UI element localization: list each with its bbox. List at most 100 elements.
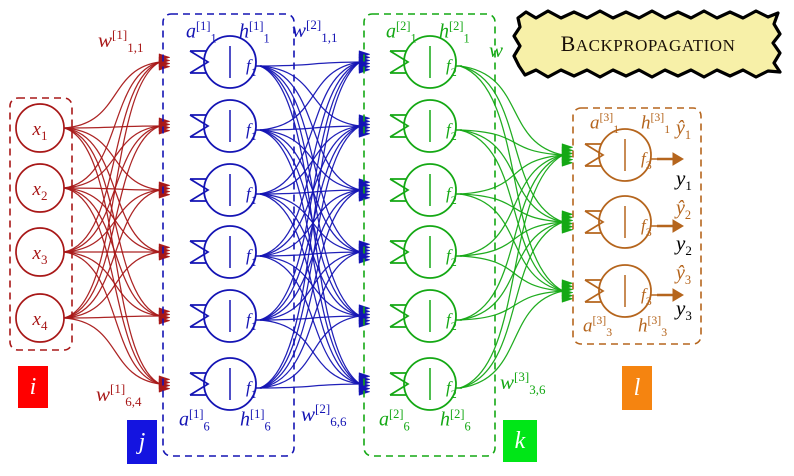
edge-hidden1-hidden2 xyxy=(259,189,361,389)
edge-input-hidden1 xyxy=(63,125,161,319)
output-arrowhead-3 xyxy=(672,288,684,302)
edge-hidden1-hidden2 xyxy=(259,251,361,257)
edge-hidden2-output xyxy=(459,154,564,195)
output-activation-label-2: f3 xyxy=(641,216,652,239)
edge-hidden2-output xyxy=(459,154,564,321)
edge-hidden1-hidden2 xyxy=(259,315,361,321)
post-activation-label-h1-6: h[1]6 xyxy=(240,407,271,434)
input-layer-box xyxy=(9,97,73,351)
arrowhead-cluster-hidden1 xyxy=(158,190,171,199)
prediction-label-yhat3: ŷ3 xyxy=(676,262,692,287)
arrowhead-cluster-output xyxy=(561,158,574,167)
prediction-label-yhat1: ŷ1 xyxy=(676,117,692,142)
post-activation-label-h2-6: h[2]6 xyxy=(440,407,471,434)
edge-input-hidden1 xyxy=(63,189,161,319)
edge-hidden1-hidden2 xyxy=(259,315,361,389)
hidden1-activation-label-4: f1 xyxy=(246,246,257,269)
edge-hidden1-hidden2 xyxy=(259,129,361,385)
output-arrowhead-1 xyxy=(672,152,684,166)
edge-hidden1-hidden2 xyxy=(259,61,361,257)
edge-hidden1-hidden2 xyxy=(259,251,361,321)
edge-hidden1-hidden2 xyxy=(259,383,361,389)
edge-hidden1-hidden2 xyxy=(259,65,361,191)
edge-input-hidden1 xyxy=(63,125,161,129)
input-node-4[interactable] xyxy=(15,293,65,343)
edge-hidden1-hidden2 xyxy=(259,65,361,127)
edge-hidden2-output xyxy=(459,221,564,389)
pre-activation-label-a1-1: a[1]1 xyxy=(186,19,217,46)
hidden2-sum-symbol-2 xyxy=(389,114,410,138)
edge-input-hidden1 xyxy=(63,189,161,253)
edge-hidden2-output xyxy=(459,154,564,389)
output-activation-label-3: f3 xyxy=(641,285,652,308)
input-node-1[interactable] xyxy=(15,103,65,153)
edge-hidden2-output xyxy=(459,129,564,223)
edge-hidden1-hidden2 xyxy=(259,129,361,253)
edge-hidden1-hidden2 xyxy=(259,65,361,253)
hidden2-activation-label-2: f2 xyxy=(446,120,457,143)
edge-input-hidden1 xyxy=(63,61,161,319)
edge-hidden2-output xyxy=(459,290,564,389)
input-node-3[interactable] xyxy=(15,227,65,277)
edge-hidden1-hidden2 xyxy=(259,61,361,67)
edge-input-hidden1 xyxy=(63,61,161,253)
edge-hidden1-hidden2 xyxy=(259,61,361,195)
hidden1-sum-symbol-4 xyxy=(189,240,210,264)
edge-hidden2-output xyxy=(459,154,564,257)
input-node-2[interactable] xyxy=(15,163,65,213)
arrowhead-cluster-output xyxy=(561,225,574,234)
hidden1-sum-symbol-1 xyxy=(189,50,210,74)
hidden2-sum-symbol-3 xyxy=(389,178,410,202)
hidden2-activation-label-3: f2 xyxy=(446,184,457,207)
edges-hidden2-to-output xyxy=(459,65,574,389)
pre-activation-label-a3-1: a[3]1 xyxy=(590,111,620,137)
pre-activation-label-a2-6: a[2]6 xyxy=(379,407,410,434)
hidden1-activation-label-1: f1 xyxy=(246,56,257,79)
edge-input-hidden1 xyxy=(63,187,161,253)
edge-hidden1-hidden2 xyxy=(259,193,361,317)
pre-activation-label-a3-3: a[3]3 xyxy=(583,314,613,340)
weight-label-w1-6-4: w[1]6,4 xyxy=(96,381,142,410)
title-text: BACKPROPAGATION xyxy=(560,31,736,56)
arrowhead-cluster-hidden1 xyxy=(158,62,171,71)
hidden2-sum-symbol-5 xyxy=(389,304,410,328)
index-box-j: j xyxy=(127,420,157,464)
weight-label-w2-1-1: w[2]1,1 xyxy=(292,17,338,46)
edge-hidden1-hidden2 xyxy=(259,129,361,317)
hidden-layer-2-nodes: f2 f2 f2 f2 f2 f2 xyxy=(389,35,462,411)
edge-input-hidden1 xyxy=(63,61,161,129)
hidden2-activation-label-1: f2 xyxy=(446,56,457,79)
pre-activation-label-a2-1: a[2]1 xyxy=(386,19,417,46)
hidden2-activation-label-5: f2 xyxy=(446,310,457,333)
edge-input-hidden1 xyxy=(63,61,161,189)
target-label-y3: y3 xyxy=(676,296,692,324)
arrowhead-cluster-hidden1 xyxy=(158,252,171,261)
edge-hidden2-output xyxy=(459,65,564,156)
edge-input-hidden1 xyxy=(63,187,161,191)
edge-input-hidden1 xyxy=(63,251,161,317)
hidden2-sum-symbol-4 xyxy=(389,240,410,264)
output-arrows xyxy=(657,152,684,302)
edge-hidden1-hidden2 xyxy=(259,61,361,389)
weight-label-w3-3-6: w[3]3,6 xyxy=(500,369,546,398)
weight-label-w1-1-1: w[1]1,1 xyxy=(98,27,144,56)
edge-input-hidden1 xyxy=(63,187,161,385)
target-label-y1: y1 xyxy=(676,166,692,194)
arrowhead-cluster-output xyxy=(561,294,574,303)
edge-input-hidden1 xyxy=(63,127,161,253)
weight-label-w2-6-6: w[2]6,6 xyxy=(301,401,347,430)
post-activation-label-h3-3: h[3]3 xyxy=(638,314,668,340)
output-sum-symbol-1 xyxy=(584,143,605,167)
title-banner: BACKPROPAGATION xyxy=(512,8,784,80)
hidden2-activation-label-4: f2 xyxy=(446,246,457,269)
hidden1-sum-symbol-6 xyxy=(189,372,210,396)
hidden1-activation-label-5: f1 xyxy=(246,310,257,333)
edge-input-hidden1 xyxy=(63,251,161,385)
hidden1-activation-label-6: f1 xyxy=(246,378,257,401)
arrowhead-cluster-hidden1 xyxy=(158,316,171,325)
post-activation-label-h1-1: h[1]1 xyxy=(239,19,270,46)
edge-hidden2-output xyxy=(459,129,564,156)
